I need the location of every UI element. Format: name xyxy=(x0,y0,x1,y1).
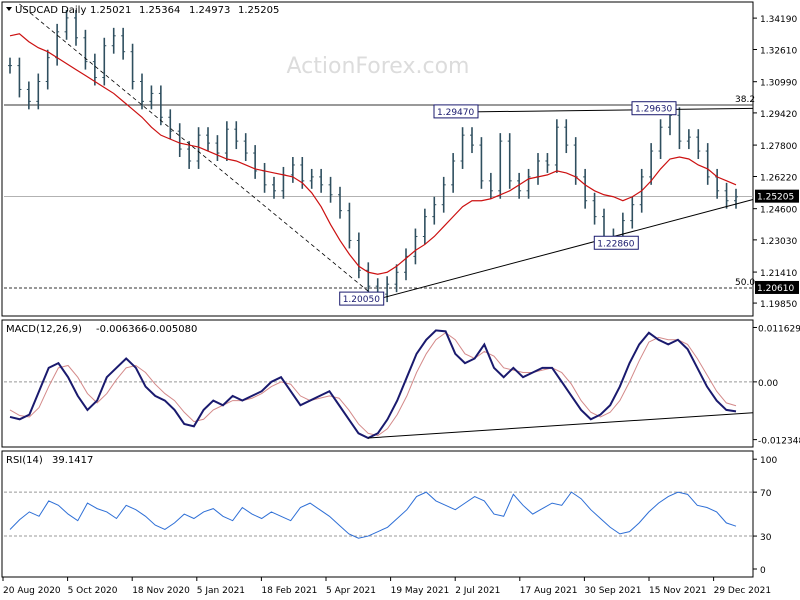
macd-tick-label: 0.00 xyxy=(758,379,778,389)
time-tick-label: 15 Nov 2021 xyxy=(649,586,707,596)
annotation-box xyxy=(593,235,639,250)
watermark: ActionForex.com xyxy=(287,54,470,79)
macd-header: MACD(12,26,9) -0.006366 -0.005080 xyxy=(6,324,197,335)
macd-signal-value: -0.005080 xyxy=(146,324,197,335)
time-tick-label: 18 Feb 2021 xyxy=(261,586,317,596)
annotation-box xyxy=(433,104,479,119)
macd-axis: 0.011629 0.00 -0.012348 xyxy=(753,324,800,447)
macd-tick-label: 0.011629 xyxy=(758,324,800,334)
annotation-label: 1.29630 xyxy=(635,105,672,115)
price-open: 1.25021 xyxy=(90,5,131,16)
price-header: USDCAD Daily 1.25021 1.25364 1.24973 1.2… xyxy=(6,5,279,16)
fib-price-box-label: 1.20610 xyxy=(757,284,794,294)
rsi-value: 39.1417 xyxy=(52,455,93,466)
rsi-title: RSI(14) xyxy=(6,455,43,466)
time-tick-label: 20 Aug 2020 xyxy=(3,586,61,596)
macd-tick-label: -0.012348 xyxy=(758,437,800,447)
price-tick-label: 1.19850 xyxy=(760,300,797,310)
price-tick-label: 1.32610 xyxy=(760,47,797,57)
price-tick-label: 1.27800 xyxy=(760,142,797,152)
price-tick-label: 1.21410 xyxy=(760,269,797,279)
rsi-line xyxy=(9,491,737,539)
price-tick-label: 1.34190 xyxy=(760,15,797,25)
time-tick-label: 29 Dec 2021 xyxy=(714,586,772,596)
dropdown-triangle-icon[interactable] xyxy=(6,7,12,11)
macd-trendline xyxy=(368,412,754,439)
annotation-box xyxy=(339,291,385,306)
time-tick-label: 5 Jan 2021 xyxy=(197,586,245,596)
price-title: USDCAD Daily xyxy=(15,5,86,16)
macd-title: MACD(12,26,9) xyxy=(6,324,82,335)
annotation-label: 1.20050 xyxy=(343,295,380,305)
current-price-label: 1.25205 xyxy=(757,193,794,203)
rsi-tick-label: 30 xyxy=(760,533,772,543)
rsi-axis: 100 70 30 0 xyxy=(753,456,777,576)
price-grid: 38.2 50.0 xyxy=(4,95,755,289)
rsi-tick-label: 0 xyxy=(760,566,766,576)
price-low: 1.24973 xyxy=(189,5,230,16)
macd-layer xyxy=(4,329,754,440)
annotation-label: 1.22860 xyxy=(597,239,634,249)
falling-trendline xyxy=(19,3,378,300)
price-panel xyxy=(1,1,754,317)
price-close: 1.25205 xyxy=(238,5,279,16)
rsi-tick-label: 100 xyxy=(760,456,777,466)
macd-line xyxy=(9,329,737,440)
price-tick-label: 1.29420 xyxy=(760,110,797,120)
rising-trendline xyxy=(377,199,754,300)
time-tick-label: 2 Jul 2021 xyxy=(455,586,500,596)
time-tick-label: 5 Oct 2020 xyxy=(68,586,118,596)
rsi-layer xyxy=(4,491,753,539)
time-tick-label: 19 May 2021 xyxy=(391,586,450,596)
rsi-panel xyxy=(1,450,754,578)
top-trendline xyxy=(471,107,754,113)
time-tick-label: 17 Aug 2021 xyxy=(520,586,578,596)
price-high: 1.25364 xyxy=(139,5,180,16)
fib-price-box xyxy=(755,280,799,294)
price-tick-label: 1.24600 xyxy=(760,206,797,216)
current-price-box xyxy=(755,189,799,203)
moving-average-line xyxy=(9,33,737,275)
macd-panel xyxy=(1,319,754,448)
rsi-tick-label: 70 xyxy=(760,489,772,499)
price-tick-label: 1.23030 xyxy=(760,237,797,247)
time-tick-label: 18 Nov 2020 xyxy=(132,586,190,596)
annotation-box xyxy=(631,101,677,116)
time-axis: 20 Aug 2020 5 Oct 2020 18 Nov 2020 5 Jan 20… xyxy=(2,577,772,596)
fib-label: 38.2 xyxy=(735,95,755,105)
rsi-header: RSI(14) 39.1417 xyxy=(6,455,93,466)
macd-value: -0.006366 xyxy=(96,324,147,335)
fib-label: 50.0 xyxy=(735,278,755,288)
price-tick-label: 1.26220 xyxy=(760,173,797,183)
price-axis: 1.34190 1.32610 1.30990 1.29420 1.27800 1.262… xyxy=(753,15,799,310)
price-tick-label: 1.30990 xyxy=(760,79,797,89)
annotation-label: 1.29470 xyxy=(437,108,474,118)
price-layer: 1.29470 1.29630 1.22860 1.20050 xyxy=(8,3,754,306)
time-tick-label: 30 Sep 2021 xyxy=(584,586,641,596)
time-tick-label: 5 Apr 2021 xyxy=(326,586,376,596)
macd-signal-line xyxy=(9,332,737,437)
